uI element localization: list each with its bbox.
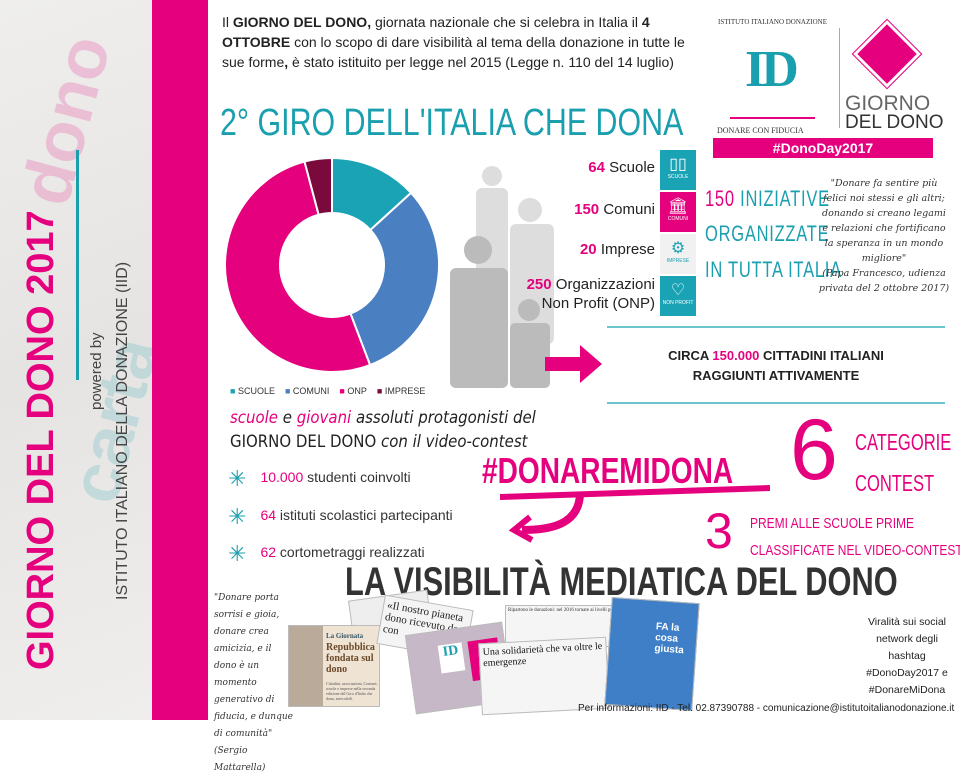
- logo-giorno: GIORNO: [845, 92, 931, 115]
- initiatives-line2: ORGANIZZATE: [705, 221, 830, 246]
- logo-block: ISTITUTO ITALIANO DONAZIONE ID DONARE CO…: [705, 10, 945, 158]
- bullet-schools: ✳ 64 istituti scolastici partecipanti: [228, 504, 453, 529]
- heart-icon: ♡: [670, 282, 686, 299]
- citizens-reached: CIRCA 150.000 CITTADINI ITALIANI RAGGIUNT…: [668, 348, 884, 383]
- logo-arc-text: ISTITUTO ITALIANO DONAZIONE: [718, 18, 827, 26]
- background-texture: dono: [5, 27, 126, 213]
- logo-rule: [730, 117, 815, 119]
- curved-arrow-icon: [500, 485, 771, 543]
- asterisk-icon: ✳: [228, 466, 247, 491]
- arrow-right-head: [580, 345, 602, 383]
- bullet-students: ✳ 10.000 studenti coinvolti: [228, 466, 411, 491]
- imprese-tile: ⚙ IMPRESE: [660, 234, 696, 274]
- mattarella-quote: "Donare porta sorrisi e gioia, donare cr…: [214, 593, 293, 773]
- virality-text: Viralità sui social network degli hashta…: [866, 616, 948, 696]
- asterisk-icon: ✳: [228, 504, 247, 529]
- chart-legend: ■ SCUOLE ■ COMUNI ■ ONP ■ IMPRESE: [230, 386, 425, 396]
- categories-count: 6: [790, 402, 838, 498]
- legend-item-imprese: ■ IMPRESE: [376, 386, 426, 396]
- asterisk-icon: ✳: [228, 541, 247, 566]
- book-icon: ▯▯: [669, 156, 687, 173]
- sidebar-title: GIORNO DEL DONO 2017: [20, 210, 62, 670]
- powered-by: powered by: [88, 332, 105, 410]
- stat-comuni: 150 Comuni: [574, 201, 655, 218]
- iid-monogram: ID: [745, 41, 799, 98]
- section-title: 2° GIRO DELL'ITALIA CHE DONA: [220, 102, 684, 144]
- legend-item-onp: ■ ONP: [339, 386, 367, 396]
- iid-monogram: ID: [437, 642, 466, 674]
- divider: [76, 150, 79, 380]
- comuni-tile: 🏛 COMUNI: [660, 192, 696, 232]
- donut-chart: [224, 156, 440, 373]
- initiatives-line3: IN TUTTA ITALIA: [705, 257, 842, 282]
- divider: [607, 402, 945, 404]
- divider: [607, 326, 945, 328]
- youth-heading: scuole e giovani assoluti protagonisti d…: [230, 408, 536, 452]
- contest-hashtag: #DONAREMIDONA: [482, 450, 734, 491]
- building-icon: 🏛: [667, 198, 689, 215]
- initiatives-line1: 150 INIZIATIVE: [705, 186, 830, 211]
- tv-screenshot-fa-la-cosa-giusta: FA la cosa giusta: [604, 597, 700, 711]
- prizes-label: PREMI ALLE SCUOLE PRIME CLASSIFICATE NEL …: [750, 515, 960, 559]
- gears-icon: ⚙: [670, 240, 686, 257]
- stat-onp: 250 Organizzazioni Non Profit (ONP): [526, 276, 655, 312]
- people-silhouette-icon: [450, 166, 554, 388]
- prizes-count: 3: [705, 503, 733, 559]
- sidebar-panel: dono carta GIORNO DEL DONO 2017 powered …: [0, 0, 152, 720]
- clipping-la-giornata: La Giornata Repubblica fondata sul dono …: [288, 625, 380, 707]
- legend-item-comuni: ■ COMUNI: [284, 386, 330, 396]
- media-title: LA VISIBILITÀ MEDIATICA DEL DONO: [345, 560, 898, 604]
- donut-slice-imprese: [303, 156, 333, 216]
- arrow-right-icon: [545, 357, 583, 371]
- logo-del-dono: DEL DONO: [845, 112, 944, 133]
- giorno-dono-emblem-icon: [851, 18, 923, 90]
- institute-name: ISTITUTO ITALIANO DELLA DONAZIONE (IID): [114, 261, 131, 600]
- donut-slice-comuni: [349, 191, 440, 367]
- pope-quote: "Donare fa sentire più felici noi stessi…: [818, 178, 950, 294]
- stat-imprese: 20 Imprese: [579, 241, 655, 258]
- stat-scuole: 64 Scuole: [588, 159, 655, 176]
- divider: [839, 28, 840, 128]
- hashtag-banner: #DonoDay2017: [713, 138, 933, 158]
- logo-tagline: DONARE CON FIDUCIA: [717, 126, 804, 135]
- footer-contact: Per informazioni: IID - Tel. 02.87390788…: [578, 703, 955, 714]
- intro-text: Il GIORNO DEL DONO, giornata nazionale c…: [222, 14, 685, 70]
- donut-slice-onp: [224, 160, 372, 373]
- bullet-shorts: ✳ 62 cortometraggi realizzati: [228, 541, 425, 566]
- onp-tile: ♡ NON PROFIT: [660, 276, 696, 316]
- categories-label: CATEGORIE CONTEST: [855, 429, 952, 496]
- scuole-tile: ▯▯ SCUOLE: [660, 150, 696, 190]
- legend-item-scuole: ■ SCUOLE: [230, 386, 275, 396]
- pink-stripe: [152, 0, 208, 720]
